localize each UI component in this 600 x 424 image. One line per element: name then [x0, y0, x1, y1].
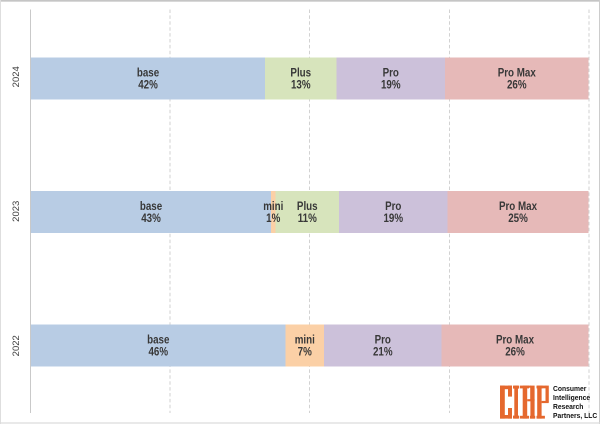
svg-text:mini: mini	[263, 200, 283, 213]
svg-text:base: base	[147, 334, 169, 347]
svg-text:Pro: Pro	[375, 334, 392, 347]
svg-text:43%: 43%	[141, 212, 161, 225]
svg-text:Pro: Pro	[385, 200, 402, 213]
svg-text:25%: 25%	[508, 212, 528, 225]
svg-text:1%: 1%	[266, 212, 280, 225]
svg-text:42%: 42%	[138, 79, 158, 92]
svg-text:base: base	[140, 200, 162, 213]
svg-text:7%: 7%	[298, 346, 312, 359]
svg-text:13%: 13%	[291, 79, 311, 92]
svg-text:21%: 21%	[373, 346, 393, 359]
svg-text:19%: 19%	[383, 212, 403, 225]
svg-text:2024: 2024	[11, 66, 22, 87]
svg-text:Partners, LLC: Partners, LLC	[553, 412, 597, 420]
svg-text:Plus: Plus	[297, 200, 318, 213]
svg-text:Consumer: Consumer	[553, 384, 587, 392]
svg-text:19%: 19%	[381, 79, 401, 92]
svg-text:base: base	[137, 67, 159, 80]
svg-text:46%: 46%	[148, 346, 168, 359]
svg-text:Pro: Pro	[383, 67, 400, 80]
svg-text:Plus: Plus	[290, 67, 311, 80]
svg-text:Research: Research	[553, 403, 583, 411]
svg-text:Pro Max: Pro Max	[499, 200, 537, 213]
svg-text:Pro Max: Pro Max	[498, 67, 536, 80]
svg-text:Intelligence: Intelligence	[553, 394, 590, 402]
svg-text:Pro Max: Pro Max	[496, 334, 534, 347]
svg-text:2023: 2023	[11, 201, 22, 222]
svg-text:11%: 11%	[298, 212, 317, 225]
svg-text:2022: 2022	[11, 335, 22, 356]
svg-text:mini: mini	[295, 334, 315, 347]
svg-text:26%: 26%	[505, 346, 525, 359]
svg-text:26%: 26%	[507, 79, 527, 92]
